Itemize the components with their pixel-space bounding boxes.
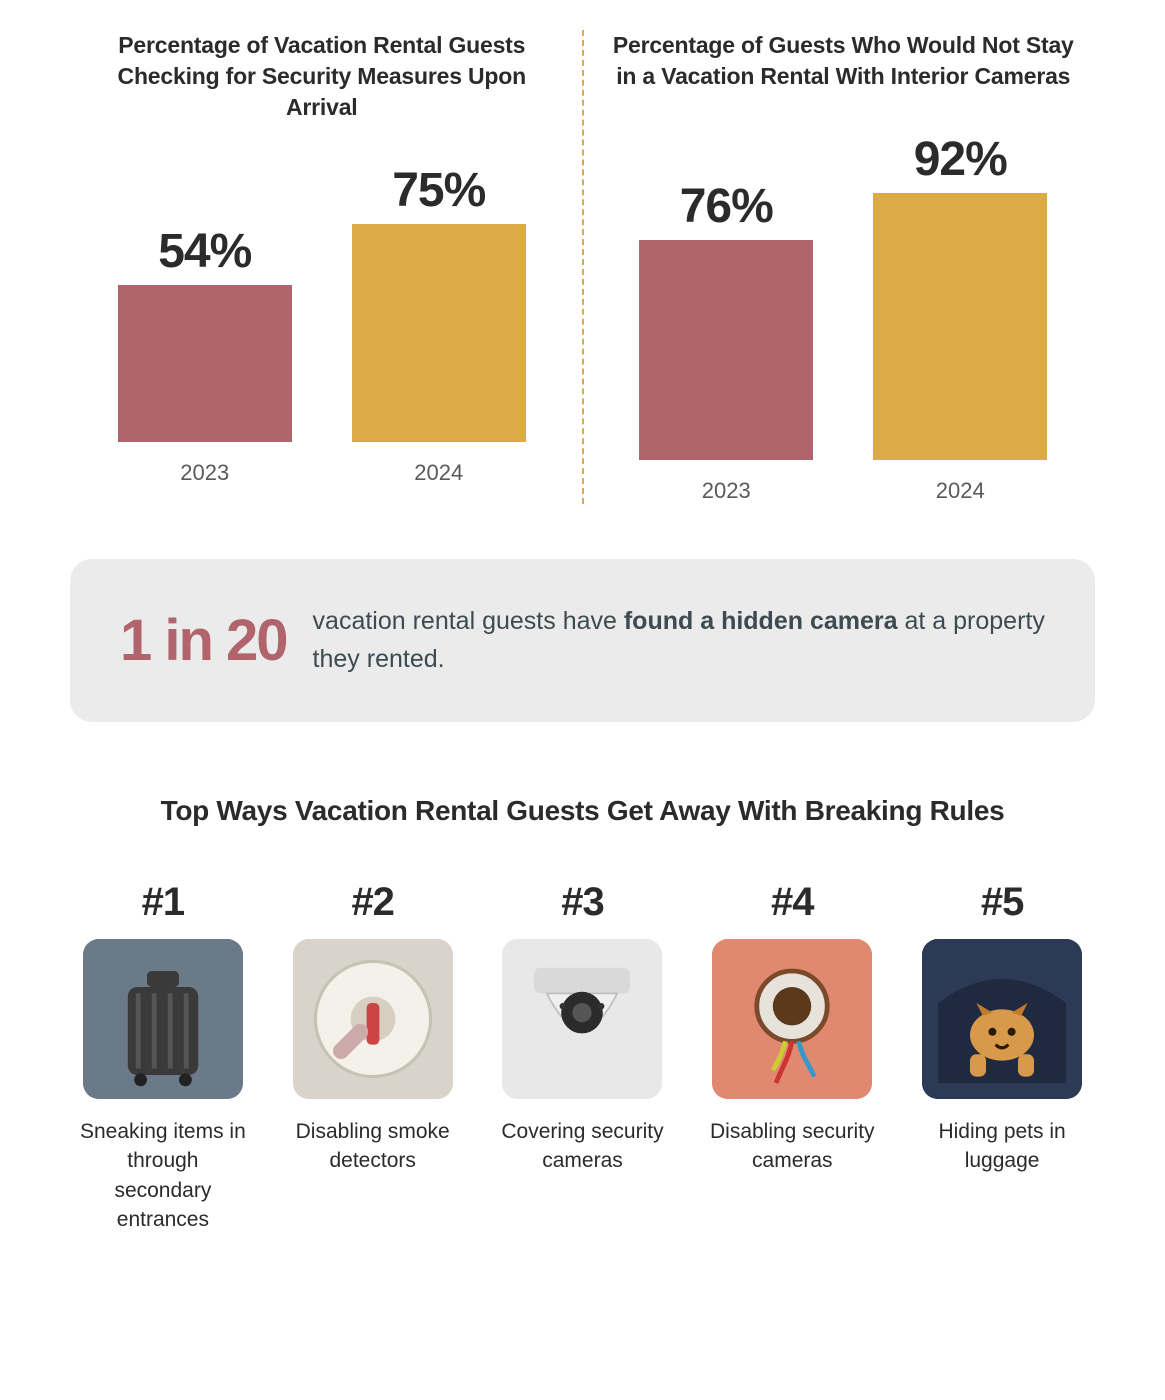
bar-value: 76% [680,179,773,234]
way-caption: Disabling smoke detectors [288,1117,458,1176]
bar [639,240,813,460]
bar-group: 54% 2023 [118,224,292,486]
ways-row: #1 Sneaking items in through secondary en… [70,880,1095,1235]
bar-group: 92% 2024 [873,132,1047,504]
way-item: #4 Disabling security cameras [699,880,885,1235]
callout-text: vacation rental guests have found a hidd… [313,603,1045,678]
way-thumb [293,939,453,1099]
chart-left-title: Percentage of Vacation Rental Guests Che… [70,30,574,123]
bar [118,285,292,442]
charts-row: Percentage of Vacation Rental Guests Che… [70,30,1095,504]
bar-label: 2024 [936,478,985,504]
bar-value: 54% [158,224,251,279]
way-rank: #1 [142,880,185,925]
stat-callout: 1 in 20 vacation rental guests have foun… [70,559,1095,722]
way-rank: #2 [351,880,394,925]
bar-label: 2024 [414,460,463,486]
bar [873,193,1047,460]
callout-big-number: 1 in 20 [120,607,287,674]
bar [352,224,526,442]
way-thumb [922,939,1082,1099]
way-caption: Hiding pets in luggage [917,1117,1087,1176]
chart-left: Percentage of Vacation Rental Guests Che… [70,30,574,504]
bar-value: 92% [914,132,1007,187]
way-rank: #5 [981,880,1024,925]
way-item: #5 Hiding pets in luggage [909,880,1095,1235]
way-caption: Sneaking items in through secondary entr… [78,1117,248,1235]
chart-right-area: 76% 2023 92% 2024 [592,132,1096,504]
way-caption: Disabling security cameras [707,1117,877,1176]
bar-label: 2023 [702,478,751,504]
way-thumb [83,939,243,1099]
chart-right-title: Percentage of Guests Who Would Not Stay … [592,30,1096,92]
callout-text-bold: found a hidden camera [624,607,898,635]
way-item: #2 Disabling smoke detectors [280,880,466,1235]
callout-text-before: vacation rental guests have [313,607,624,635]
way-rank: #4 [771,880,814,925]
way-caption: Covering security cameras [497,1117,667,1176]
way-thumb [502,939,662,1099]
bar-group: 76% 2023 [639,179,813,504]
bar-label: 2023 [180,460,229,486]
way-item: #3 Covering security cameras [490,880,676,1235]
ways-title: Top Ways Vacation Rental Guests Get Away… [70,792,1095,830]
bar-group: 75% 2024 [352,163,526,486]
way-thumb [712,939,872,1099]
chart-left-area: 54% 2023 75% 2024 [70,163,574,486]
chart-right: Percentage of Guests Who Would Not Stay … [592,30,1096,504]
way-item: #1 Sneaking items in through secondary en… [70,880,256,1235]
bar-value: 75% [392,163,485,218]
charts-divider [582,30,584,504]
way-rank: #3 [561,880,604,925]
